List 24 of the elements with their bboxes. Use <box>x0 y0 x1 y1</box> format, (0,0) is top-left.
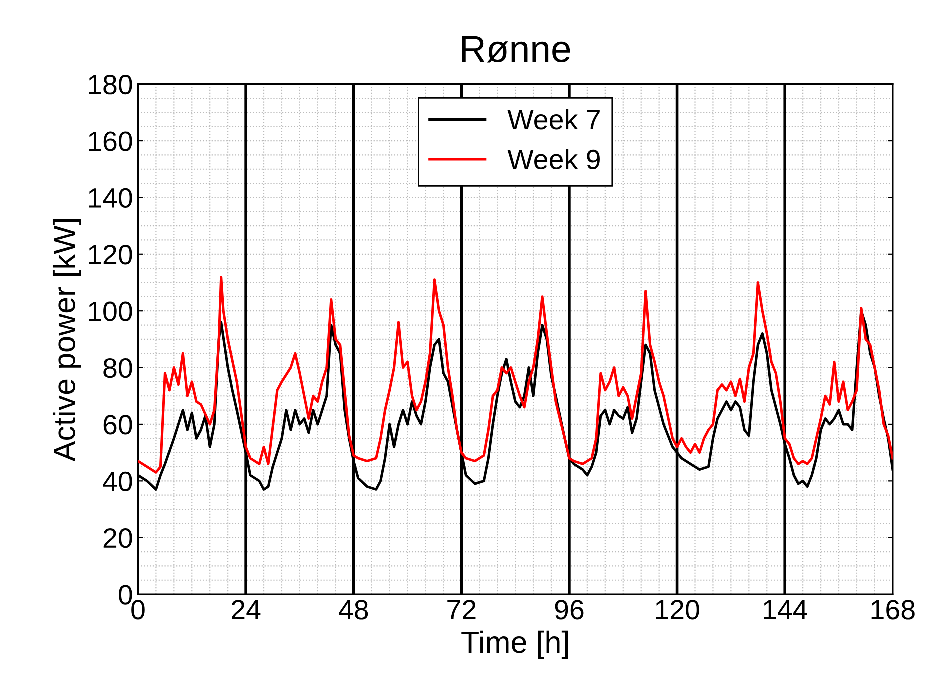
y-tick-label: 140 <box>89 188 132 208</box>
y-tick-label: 80 <box>104 358 132 378</box>
x-axis-title: Time [h] <box>462 630 568 660</box>
legend-label: Week 7 <box>508 109 600 130</box>
y-axis-title: Active power [kW] <box>52 219 82 462</box>
y-tick-label: 40 <box>103 472 132 492</box>
x-tick-label: 96 <box>555 600 584 620</box>
y-tick-label: 180 <box>89 75 132 95</box>
x-tick-label: 72 <box>448 600 476 620</box>
x-tick-label: 144 <box>764 600 808 620</box>
x-tick-label: 24 <box>232 600 261 620</box>
x-tick-label: 0 <box>132 600 145 620</box>
x-tick-label: 48 <box>339 600 368 620</box>
y-tick-label: 100 <box>89 302 132 322</box>
legend-label: Week 9 <box>508 149 600 170</box>
y-tick-label: 20 <box>104 528 132 548</box>
y-tick-label: 120 <box>89 245 132 265</box>
line-series <box>138 276 893 474</box>
chart-title: Rønne <box>462 36 570 63</box>
x-tick-label: 120 <box>656 600 700 620</box>
y-tick-label: 160 <box>89 132 132 152</box>
y-tick-label: 60 <box>104 415 132 435</box>
y-tick-label: 0 <box>119 585 132 605</box>
x-tick-label: 168 <box>872 600 915 620</box>
